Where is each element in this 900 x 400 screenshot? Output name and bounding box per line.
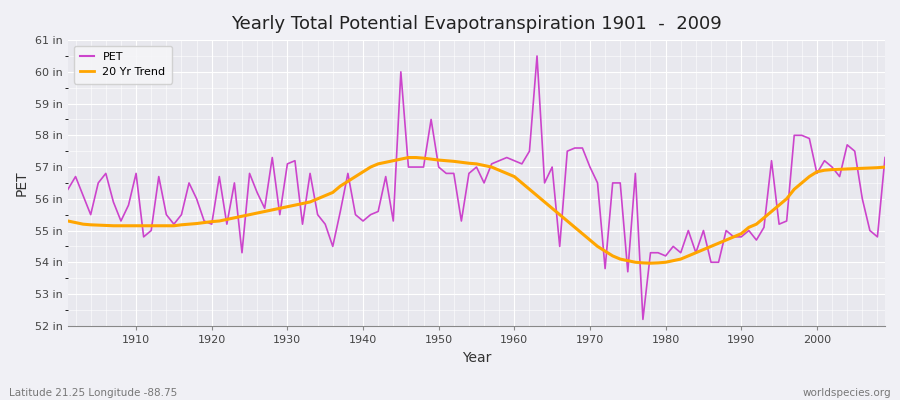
- 20 Yr Trend: [508, 174, 519, 179]
- Bar: [68, 167, 885, 199]
- PET: [879, 155, 890, 160]
- X-axis label: Year: Year: [462, 351, 491, 365]
- 20 Yr Trend: [645, 261, 656, 266]
- Title: Yearly Total Potential Evapotranspiration 1901  -  2009: Yearly Total Potential Evapotranspiratio…: [231, 15, 722, 33]
- Bar: [68, 72, 885, 104]
- PET: [508, 158, 519, 163]
- Text: Latitude 21.25 Longitude -88.75: Latitude 21.25 Longitude -88.75: [9, 388, 177, 398]
- PET: [501, 155, 512, 160]
- 20 Yr Trend: [403, 155, 414, 160]
- 20 Yr Trend: [63, 218, 74, 223]
- Bar: [68, 199, 885, 230]
- Line: 20 Yr Trend: 20 Yr Trend: [68, 158, 885, 263]
- 20 Yr Trend: [123, 223, 134, 228]
- PET: [63, 187, 74, 192]
- PET: [608, 180, 618, 185]
- PET: [123, 203, 134, 208]
- Bar: [68, 230, 885, 262]
- Line: PET: PET: [68, 56, 885, 319]
- Bar: [68, 104, 885, 135]
- Y-axis label: PET: PET: [15, 170, 29, 196]
- PET: [290, 158, 301, 163]
- PET: [637, 317, 648, 322]
- 20 Yr Trend: [608, 254, 618, 258]
- Text: worldspecies.org: worldspecies.org: [803, 388, 891, 398]
- Bar: [68, 135, 885, 167]
- 20 Yr Trend: [517, 180, 527, 185]
- PET: [335, 209, 346, 214]
- 20 Yr Trend: [290, 203, 301, 208]
- 20 Yr Trend: [335, 184, 346, 188]
- 20 Yr Trend: [879, 165, 890, 170]
- Bar: [68, 40, 885, 72]
- Bar: [68, 294, 885, 326]
- Bar: [68, 262, 885, 294]
- PET: [532, 54, 543, 58]
- Legend: PET, 20 Yr Trend: PET, 20 Yr Trend: [74, 46, 172, 84]
